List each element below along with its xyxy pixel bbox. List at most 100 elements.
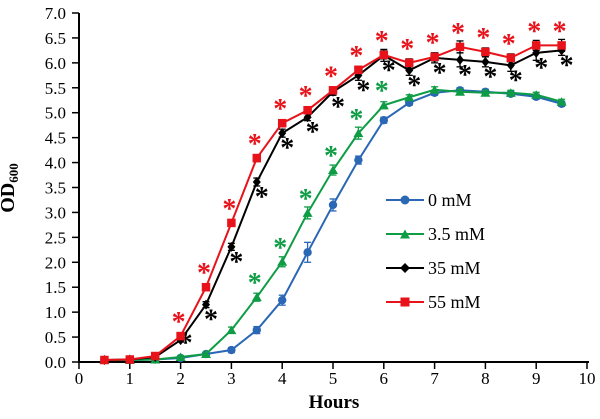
x-tick-label: 5 <box>329 369 338 388</box>
data-point-marker <box>125 355 135 364</box>
legend-item-35-mM: 35 mM <box>386 251 485 285</box>
data-point-marker <box>201 349 211 359</box>
legend-item-55-mM: 55 mM <box>386 285 485 319</box>
data-point-marker <box>303 105 312 115</box>
data-point-marker <box>278 128 287 139</box>
significance-asterisk: * <box>502 29 516 60</box>
x-tick-label: 2 <box>176 369 185 388</box>
significance-asterisk: * <box>509 65 523 96</box>
data-point-marker <box>455 87 465 96</box>
legend: 0 mM 3.5 mM 35 mM 55 mM <box>386 183 485 319</box>
y-tick-label: 5.5 <box>45 79 66 98</box>
significance-asterisk: * <box>324 141 338 172</box>
data-point-marker <box>277 118 287 128</box>
data-point-marker <box>404 58 414 68</box>
significance-asterisk: * <box>426 28 440 59</box>
legend-key <box>386 296 424 308</box>
data-point-marker <box>227 218 236 228</box>
data-point-marker <box>455 42 465 52</box>
significance-asterisk: * <box>299 81 313 112</box>
data-point-marker <box>252 325 261 335</box>
x-tick-label: 7 <box>430 369 439 388</box>
data-point-marker <box>328 165 338 175</box>
significance-asterisk: * <box>248 268 262 299</box>
data-point-marker <box>201 282 211 292</box>
data-point-marker <box>226 325 237 335</box>
y-axis-title: OD600 <box>0 133 21 243</box>
data-point-marker <box>175 352 186 362</box>
significance-asterisk: * <box>476 23 490 54</box>
x-tick-label: 10 <box>579 369 596 388</box>
significance-asterisk: * <box>273 94 287 125</box>
x-tick-label: 0 <box>75 369 84 388</box>
significance-asterisk: * <box>407 70 421 101</box>
data-point-marker <box>303 112 312 123</box>
data-point-marker <box>202 299 210 310</box>
significance-asterisk: * <box>349 41 363 72</box>
legend-label: 3.5 mM <box>428 223 486 244</box>
data-point-marker <box>505 88 516 97</box>
significance-asterisk: * <box>273 233 287 264</box>
legend-label: 55 mM <box>428 291 481 312</box>
legend-label: 0 mM <box>428 189 472 210</box>
data-point-marker <box>353 128 364 138</box>
x-tick-label: 6 <box>380 369 389 388</box>
y-tick-label: 6.0 <box>45 54 66 73</box>
x-tick-label: 9 <box>532 369 541 388</box>
y-tick-label: 2.0 <box>45 253 66 272</box>
data-point-marker <box>252 177 261 188</box>
y-axis-title-main: OD <box>0 182 19 213</box>
data-point-marker <box>176 331 185 341</box>
data-point-marker <box>379 115 388 125</box>
significance-asterisk: * <box>375 26 389 57</box>
data-point-marker <box>278 295 287 305</box>
legend-key <box>386 262 424 274</box>
legend-diamond-icon <box>400 263 410 273</box>
x-tick-label: 3 <box>227 369 236 388</box>
legend-item-3.5-mM: 3.5 mM <box>386 217 485 251</box>
data-point-marker <box>506 53 516 63</box>
significance-asterisk: * <box>248 129 262 160</box>
y-tick-label: 3.5 <box>45 179 66 198</box>
x-tick-label: 8 <box>481 369 490 388</box>
legend-item-0-mM: 0 mM <box>386 183 485 217</box>
data-point-marker <box>404 92 415 102</box>
data-point-marker <box>328 86 338 95</box>
significance-asterisk: * <box>229 247 243 278</box>
y-tick-label: 1.5 <box>45 278 66 297</box>
data-point-marker <box>430 52 439 62</box>
significance-asterisk: * <box>534 53 548 84</box>
data-point-marker <box>480 88 491 97</box>
data-point-marker <box>100 355 109 365</box>
data-point-marker <box>302 208 313 217</box>
y-tick-label: 0.5 <box>45 328 66 347</box>
legend-label: 35 mM <box>428 257 481 278</box>
significance-asterisk: * <box>204 305 218 336</box>
significance-asterisk: * <box>172 307 186 338</box>
data-point-marker <box>227 345 236 355</box>
series-3.5-mM: ****** <box>99 76 567 365</box>
y-tick-label: 0.0 <box>45 353 66 372</box>
legend-key <box>386 228 424 240</box>
data-point-marker <box>354 155 363 165</box>
significance-asterisk: * <box>197 258 211 289</box>
significance-asterisk: * <box>280 133 294 164</box>
data-point-marker <box>251 292 262 302</box>
data-point-marker <box>481 56 490 67</box>
data-point-marker <box>150 351 160 361</box>
significance-asterisk: * <box>375 76 389 107</box>
data-point-marker <box>557 41 566 50</box>
y-tick-label: 4.5 <box>45 129 66 148</box>
significance-asterisk: * <box>255 182 269 213</box>
data-point-marker <box>456 54 464 65</box>
data-point-marker <box>354 65 363 75</box>
data-point-marker <box>252 153 262 163</box>
y-tick-label: 4.0 <box>45 154 66 173</box>
x-axis-title: Hours <box>308 392 360 413</box>
legend-key <box>386 194 424 206</box>
y-axis-title-subscript: 600 <box>6 163 21 183</box>
y-tick-label: 6.5 <box>45 29 66 48</box>
series-0-mM <box>100 86 566 365</box>
data-point-marker <box>405 65 414 76</box>
